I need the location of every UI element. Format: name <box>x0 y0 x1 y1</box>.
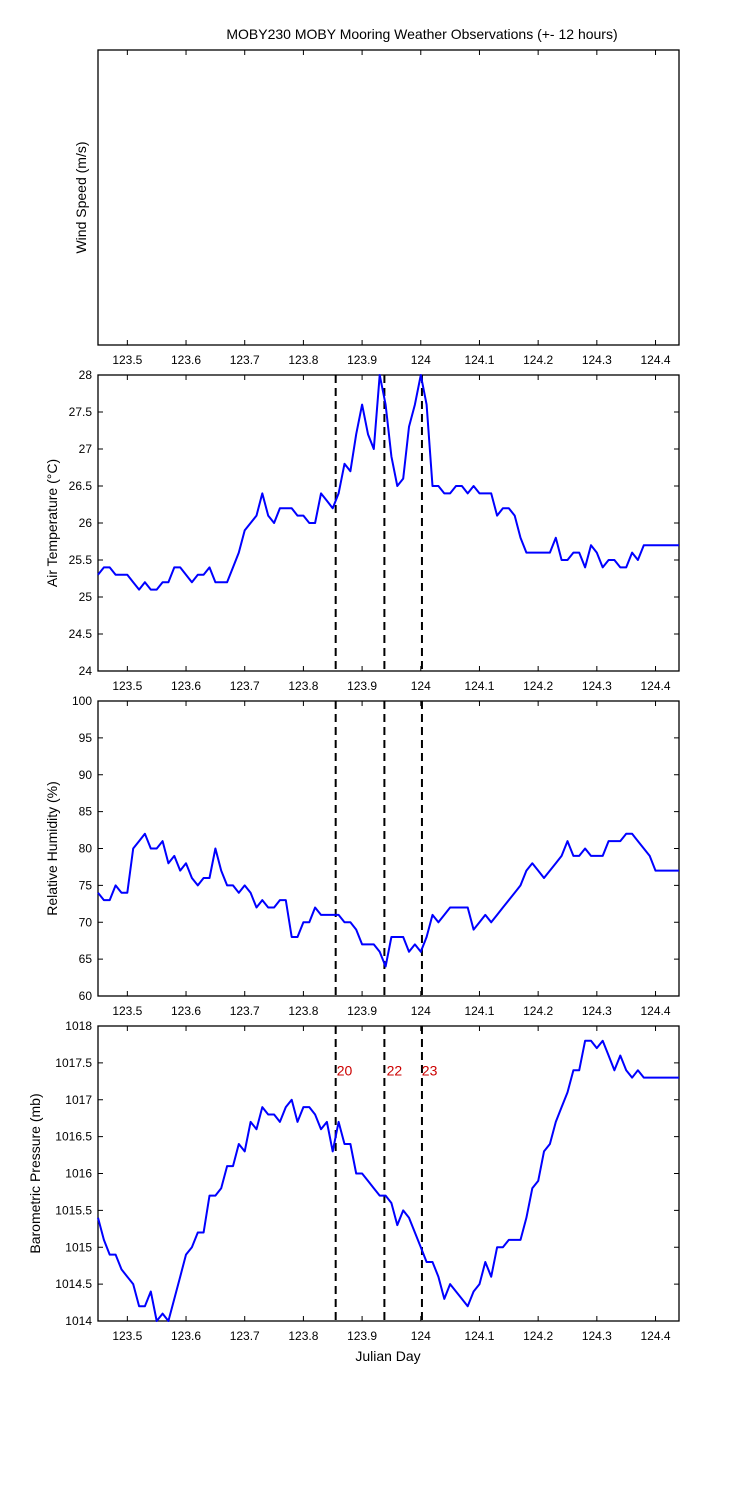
y-tick-label: 75 <box>79 878 93 892</box>
y-tick-label: 60 <box>79 989 93 1003</box>
y-tick-label: 26 <box>79 516 93 530</box>
y-tick-label: 1016 <box>65 1167 92 1181</box>
x-tick-label: 123.5 <box>112 1329 142 1343</box>
x-tick-label: 124.4 <box>641 679 671 693</box>
y-tick-label: 28 <box>79 368 93 382</box>
y-tick-label: 24.5 <box>69 627 93 641</box>
y-axis-label: Barometric Pressure (mb) <box>27 1093 43 1253</box>
x-tick-label: 124.2 <box>523 1004 553 1018</box>
x-tick-label: 124.4 <box>641 1329 671 1343</box>
x-tick-label: 124.3 <box>582 679 612 693</box>
x-tick-label: 124.4 <box>641 1004 671 1018</box>
y-axis-label: Wind Speed (m/s) <box>73 141 89 253</box>
x-tick-label: 123.9 <box>347 1329 377 1343</box>
y-tick-label: 65 <box>79 952 93 966</box>
x-tick-label: 124 <box>411 1004 431 1018</box>
x-tick-label: 123.5 <box>112 679 142 693</box>
x-tick-label: 123.5 <box>112 353 142 367</box>
event-label: 20 <box>337 1062 353 1078</box>
y-tick-label: 24 <box>79 664 93 678</box>
panel-3: 123.5 123.6 123.7 123.8 123.9 124 124.1 124.2 12… <box>44 694 680 1018</box>
x-tick-label: 124.3 <box>582 353 612 367</box>
x-tick-label: 123.7 <box>230 353 260 367</box>
x-tick-label: 123.8 <box>288 679 318 693</box>
panel-1: 123.5 123.6 123.7 123.8 123.9 124 124.1 124.2 12… <box>73 49 680 367</box>
series-line-1 <box>97 374 679 591</box>
y-tick-label: 1015 <box>65 1240 92 1254</box>
x-tick-label: 123.7 <box>230 679 260 693</box>
x-tick-label: 123.6 <box>171 679 201 693</box>
y-tick-label: 27 <box>79 442 93 456</box>
y-tick-label: 80 <box>79 842 93 856</box>
series-line-1 <box>97 832 679 968</box>
y-tick-label: 85 <box>79 805 93 819</box>
x-tick-label: 123.8 <box>288 353 318 367</box>
x-tick-label: 123.6 <box>171 353 201 367</box>
y-tick-label: 27.5 <box>69 405 93 419</box>
plot-frame <box>97 374 680 672</box>
y-tick-label: 1016.5 <box>55 1130 92 1144</box>
y-axis-label: Relative Humidity (%) <box>44 781 60 916</box>
y-tick-label: 100 <box>72 694 92 708</box>
x-tick-label: 123.9 <box>347 679 377 693</box>
y-tick-label: 26.5 <box>69 479 93 493</box>
x-axis-label: Julian Day <box>355 1348 420 1364</box>
y-tick-label: 90 <box>79 768 93 782</box>
y-tick-label: 1014 <box>65 1314 92 1328</box>
x-tick-label: 124.3 <box>582 1004 612 1018</box>
x-tick-label: 124.1 <box>464 1329 494 1343</box>
x-tick-label: 123.7 <box>230 1329 260 1343</box>
event-label: 23 <box>422 1062 438 1078</box>
x-tick-label: 123.9 <box>347 1004 377 1018</box>
x-tick-label: 124.1 <box>464 353 494 367</box>
panels: 123.5 123.6 123.7 123.8 123.9 124 124.1 124.2 12… <box>27 49 680 1343</box>
x-tick-label: 124.2 <box>523 353 553 367</box>
event-label: 22 <box>387 1062 403 1078</box>
plot-frame <box>97 49 680 346</box>
y-tick-label: 1017 <box>65 1093 92 1107</box>
panel-2: 123.5 123.6 123.7 123.8 123.9 124 124.1 124.2 12… <box>44 368 680 693</box>
series-line-1 <box>97 1039 679 1322</box>
x-tick-label: 124.2 <box>523 679 553 693</box>
x-tick-label: 124.1 <box>464 679 494 693</box>
x-tick-label: 123.6 <box>171 1329 201 1343</box>
y-tick-label: 95 <box>79 731 93 745</box>
x-tick-label: 124 <box>411 353 431 367</box>
x-tick-label: 123.5 <box>112 1004 142 1018</box>
y-tick-label: 1017.5 <box>55 1056 92 1070</box>
x-tick-label: 123.7 <box>230 1004 260 1018</box>
x-tick-label: 124.1 <box>464 1004 494 1018</box>
y-tick-label: 1018 <box>65 1019 92 1033</box>
panel-4: 123.5 123.6 123.7 123.8 123.9 124 124.1 124.2 12… <box>27 1019 680 1343</box>
y-tick-label: 1015.5 <box>55 1203 92 1217</box>
x-tick-label: 124.3 <box>582 1329 612 1343</box>
y-tick-label: 70 <box>79 915 93 929</box>
x-tick-label: 124.4 <box>641 353 671 367</box>
x-tick-label: 123.8 <box>288 1329 318 1343</box>
y-axis-label: Air Temperature (°C) <box>44 459 60 587</box>
x-tick-label: 124 <box>411 679 431 693</box>
y-tick-label: 1014.5 <box>55 1277 92 1291</box>
x-tick-label: 123.8 <box>288 1004 318 1018</box>
x-tick-label: 124 <box>411 1329 431 1343</box>
y-tick-label: 25.5 <box>69 553 93 567</box>
x-tick-label: 123.6 <box>171 1004 201 1018</box>
y-tick-label: 25 <box>79 590 93 604</box>
x-tick-label: 123.9 <box>347 353 377 367</box>
chart-title: MOBY230 MOBY Mooring Weather Observation… <box>226 26 617 42</box>
x-tick-label: 124.2 <box>523 1329 553 1343</box>
